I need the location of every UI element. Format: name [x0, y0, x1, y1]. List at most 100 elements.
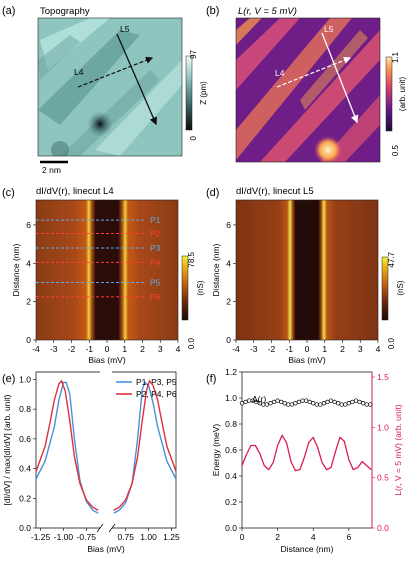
y-tick-label: 0.4 [225, 471, 237, 481]
x-tick-label: -1.25 [31, 532, 51, 542]
marker-label-p3: P3 [150, 243, 161, 253]
x-tick-label: 6 [346, 532, 351, 542]
y-tick-label: 2 [226, 297, 231, 307]
y-axis-label: [dI/dV] / max[dI/dV] (arb. unit) [2, 394, 12, 505]
series-line-2-left [35, 379, 99, 511]
marker-label-p4: P4 [150, 257, 161, 267]
delta-point [343, 402, 348, 407]
y-tick-label: 0.6 [19, 434, 31, 444]
marker-label-p6: P6 [150, 292, 161, 302]
delta-point [360, 401, 366, 406]
legend-entry: P1, P3, P5 [136, 377, 177, 387]
delta-point [300, 398, 305, 403]
delta-point [257, 401, 262, 406]
legend-entry: P2, P4, P6 [136, 389, 177, 399]
colorbar-d-label: (nS) [396, 280, 405, 295]
y2-tick-label: 0.5 [377, 473, 389, 483]
delta-point [268, 401, 273, 406]
x-tick-label: -2 [68, 344, 76, 354]
y-axis-label: Distance (nm) [211, 243, 221, 296]
marker-label-p1: P1 [150, 215, 161, 225]
colorbar-c-label: (nS) [196, 280, 205, 295]
delta-point [350, 399, 355, 405]
colorbar-b-label: (arb. unit) [398, 77, 407, 112]
frame-right [112, 371, 177, 529]
delta-point [357, 399, 362, 405]
y-tick-label: 0.6 [225, 445, 237, 455]
delta-point [311, 401, 316, 406]
lr-line [241, 434, 372, 472]
y-tick-label: 0.8 [19, 404, 31, 414]
y-tick-label: 0 [226, 335, 231, 345]
x-tick-label: 0 [240, 532, 245, 542]
linecut-l5-arrow-b [321, 32, 359, 124]
colorbar-d-max: 47.7 [387, 251, 396, 267]
panel-b-label: (b) [206, 5, 219, 17]
linecut-l4-arrow [77, 56, 154, 88]
topography-image [38, 18, 182, 156]
x-tick-label: -0.75 [77, 532, 97, 542]
axis-break [96, 523, 104, 533]
x-tick-label: 4 [176, 344, 181, 354]
y-tick-label: 4 [26, 258, 31, 268]
delta-point [307, 399, 312, 405]
x-tick-label: 1 [322, 344, 327, 354]
heatmap-c [36, 200, 178, 340]
colorbar-c [181, 255, 189, 321]
y-tick-label: 1.0 [19, 374, 31, 384]
y-tick-label: 6 [226, 220, 231, 230]
delta-point [239, 401, 245, 406]
x-tick-label: -1 [285, 344, 293, 354]
delta-point [296, 399, 302, 405]
x-tick-label: 2 [275, 532, 280, 542]
delta-point [321, 401, 327, 406]
delta-point [264, 402, 270, 407]
linecut-l5-arrow [116, 33, 157, 126]
panel-c-title: dI/dV(r), linecut L4 [36, 186, 114, 197]
delta-point [318, 402, 323, 407]
x-tick-label: -2 [268, 344, 276, 354]
l4-label-a: L4 [74, 67, 84, 77]
delta-point [336, 401, 341, 406]
delta-point [246, 398, 252, 403]
l4-label-b: L4 [275, 68, 285, 78]
delta-point [279, 399, 284, 405]
scale-bar-label: 2 nm [42, 165, 61, 175]
colorbar-c-min: 0.0 [187, 337, 196, 349]
delta-point [332, 399, 337, 405]
map-image [236, 18, 380, 162]
l5-label-a: L5 [120, 24, 130, 34]
delta-point [275, 398, 280, 403]
panel-e-label: (e) [2, 373, 15, 385]
y-axis-label-left: Energy (meV) [211, 424, 221, 477]
x-tick-label: 1.25 [163, 532, 180, 542]
delta-point [325, 399, 330, 405]
y-tick-label: 1.2 [225, 367, 237, 377]
delta-point [328, 398, 334, 403]
x-tick-label: -3 [50, 344, 58, 354]
colorbar-a-max: 97 [189, 49, 198, 58]
heatmap-d [236, 200, 378, 340]
delta-point [364, 402, 369, 407]
delta-point [282, 401, 287, 406]
delta-point [368, 402, 373, 407]
l5-label-b: L5 [324, 24, 334, 34]
colorbar-c-max: 78.5 [187, 251, 196, 267]
x-tick-label: -4 [232, 344, 240, 354]
x-tick-label: 3 [158, 344, 163, 354]
y2-tick-label: 1.0 [377, 422, 389, 432]
marker-label-p5: P5 [150, 277, 161, 287]
x-tick-label: 4 [311, 532, 316, 542]
frame-left [35, 371, 100, 529]
y-tick-label: 1.0 [225, 393, 237, 403]
panel-f-label: (f) [206, 373, 216, 385]
axis-break [108, 523, 116, 533]
colorbar-b-max: 1.1 [391, 51, 400, 63]
delta-point [346, 401, 351, 406]
delta-point [303, 398, 309, 403]
colorbar-a-label: Z (pm) [199, 81, 208, 105]
y-axis-label: Distance (nm) [11, 243, 21, 296]
y-tick-label: 0.4 [19, 464, 31, 474]
x-tick-label: -1.00 [54, 532, 74, 542]
colorbar-d [381, 256, 389, 321]
